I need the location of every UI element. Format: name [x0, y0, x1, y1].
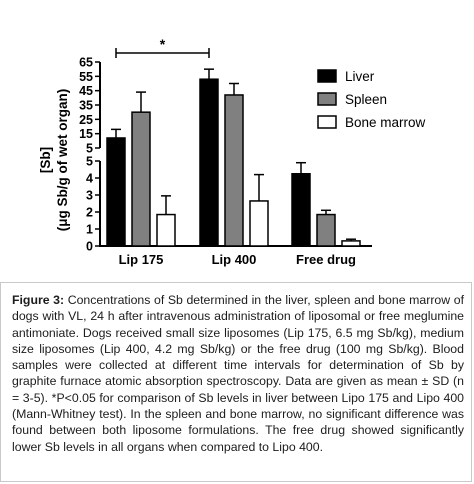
- bars: [106, 68, 361, 247]
- significance-marker: *: [115, 36, 210, 58]
- legend-label: Bone marrow: [345, 115, 426, 130]
- y-tick-label: 65: [79, 56, 93, 70]
- bar-liver: [291, 173, 311, 247]
- y-tick-label: 0: [86, 240, 93, 254]
- bar-spleen: [131, 111, 151, 247]
- y-axis-label-line2: (μg Sb/g of wet organ): [55, 89, 70, 232]
- caption-frame: [0, 282, 472, 482]
- y-tick-label: 35: [79, 99, 93, 113]
- bar-bone-marrow: [156, 213, 176, 247]
- x-tick-label: Lip 175: [119, 252, 164, 267]
- x-tick-label: Lip 400: [212, 252, 257, 267]
- significance-star: *: [160, 36, 166, 52]
- y-tick-label: 5: [86, 142, 93, 156]
- legend-label: Liver: [345, 69, 375, 84]
- bar-liver: [199, 78, 219, 247]
- x-tick-labels: Lip 175 Lip 400 Free drug: [119, 252, 356, 267]
- legend-swatch: [317, 115, 337, 129]
- y-tick-label: 45: [79, 84, 93, 98]
- caption-text: Concentrations of Sb determined in the l…: [12, 293, 464, 454]
- bar-spleen: [316, 213, 336, 247]
- legend-swatch: [317, 69, 337, 83]
- bar-liver: [106, 137, 126, 247]
- y-tick-label: 15: [79, 127, 93, 141]
- y-tick-label: 3: [86, 189, 93, 203]
- y-tick-label: 55: [79, 70, 93, 84]
- legend: Liver Spleen Bone marrow: [317, 69, 426, 130]
- bar-spleen: [224, 94, 244, 247]
- y-tick-label: 5: [86, 155, 93, 169]
- bar-bone-marrow: [341, 240, 361, 247]
- figure-caption: Figure 3: Concentrations of Sb determine…: [12, 292, 464, 455]
- y-tick-label: 1: [86, 223, 93, 237]
- bar-bone-marrow: [249, 200, 269, 247]
- y-tick-label: 2: [86, 206, 93, 220]
- legend-label: Spleen: [345, 92, 387, 107]
- legend-swatch: [317, 92, 337, 106]
- y-tick-label: 25: [79, 113, 93, 127]
- x-tick-label: Free drug: [296, 252, 356, 267]
- y-tick-label: 4: [86, 172, 93, 186]
- y-axis-label-line1: [Sb]: [38, 147, 53, 173]
- figure-label: Figure 3:: [12, 293, 65, 307]
